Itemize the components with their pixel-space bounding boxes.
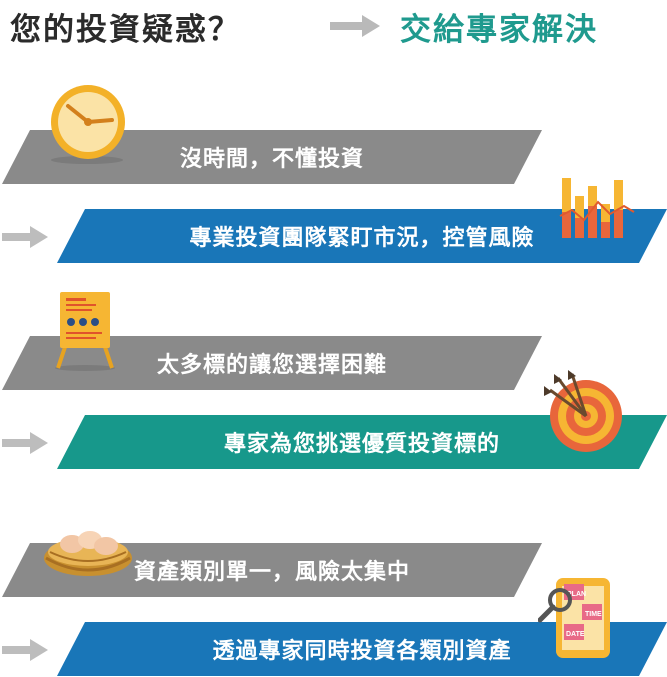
problem-text-1: 沒時間，不懂投資 xyxy=(179,147,364,172)
bar-chart-icon xyxy=(559,178,635,238)
target-dart-icon xyxy=(544,370,622,452)
heading-question: 您的投資疑惑？ xyxy=(10,12,241,48)
nest-eggs-icon xyxy=(44,531,132,576)
heading-answer: 交給專家解決 xyxy=(400,12,598,48)
planner-label-plan: PLAN xyxy=(567,591,586,598)
clock-icon xyxy=(51,85,125,164)
planner-label-date: DATE xyxy=(566,631,585,638)
planner-label-time: TIME xyxy=(585,611,602,618)
problem-text-3: 資產類別單一，風險太集中 xyxy=(133,560,410,585)
arrow-icon-2 xyxy=(2,432,48,454)
heading-arrow-icon xyxy=(330,15,380,37)
solution-text-1: 專業投資團隊緊盯市況，控管風險 xyxy=(189,226,535,251)
problem-text-2: 太多標的讓您選擇困難 xyxy=(156,353,387,378)
solution-text-2: 專家為您挑選優質投資標的 xyxy=(223,432,500,457)
arrow-icon-3 xyxy=(2,639,48,661)
arrow-icon-1 xyxy=(2,226,48,248)
solution-text-3: 透過專家同時投資各類別資產 xyxy=(212,639,512,664)
problem-banner-2: 太多標的讓您選擇困難 xyxy=(2,336,542,390)
planner-phone-icon: PLAN TIME DATE xyxy=(538,578,610,658)
signboard-icon xyxy=(55,292,115,371)
